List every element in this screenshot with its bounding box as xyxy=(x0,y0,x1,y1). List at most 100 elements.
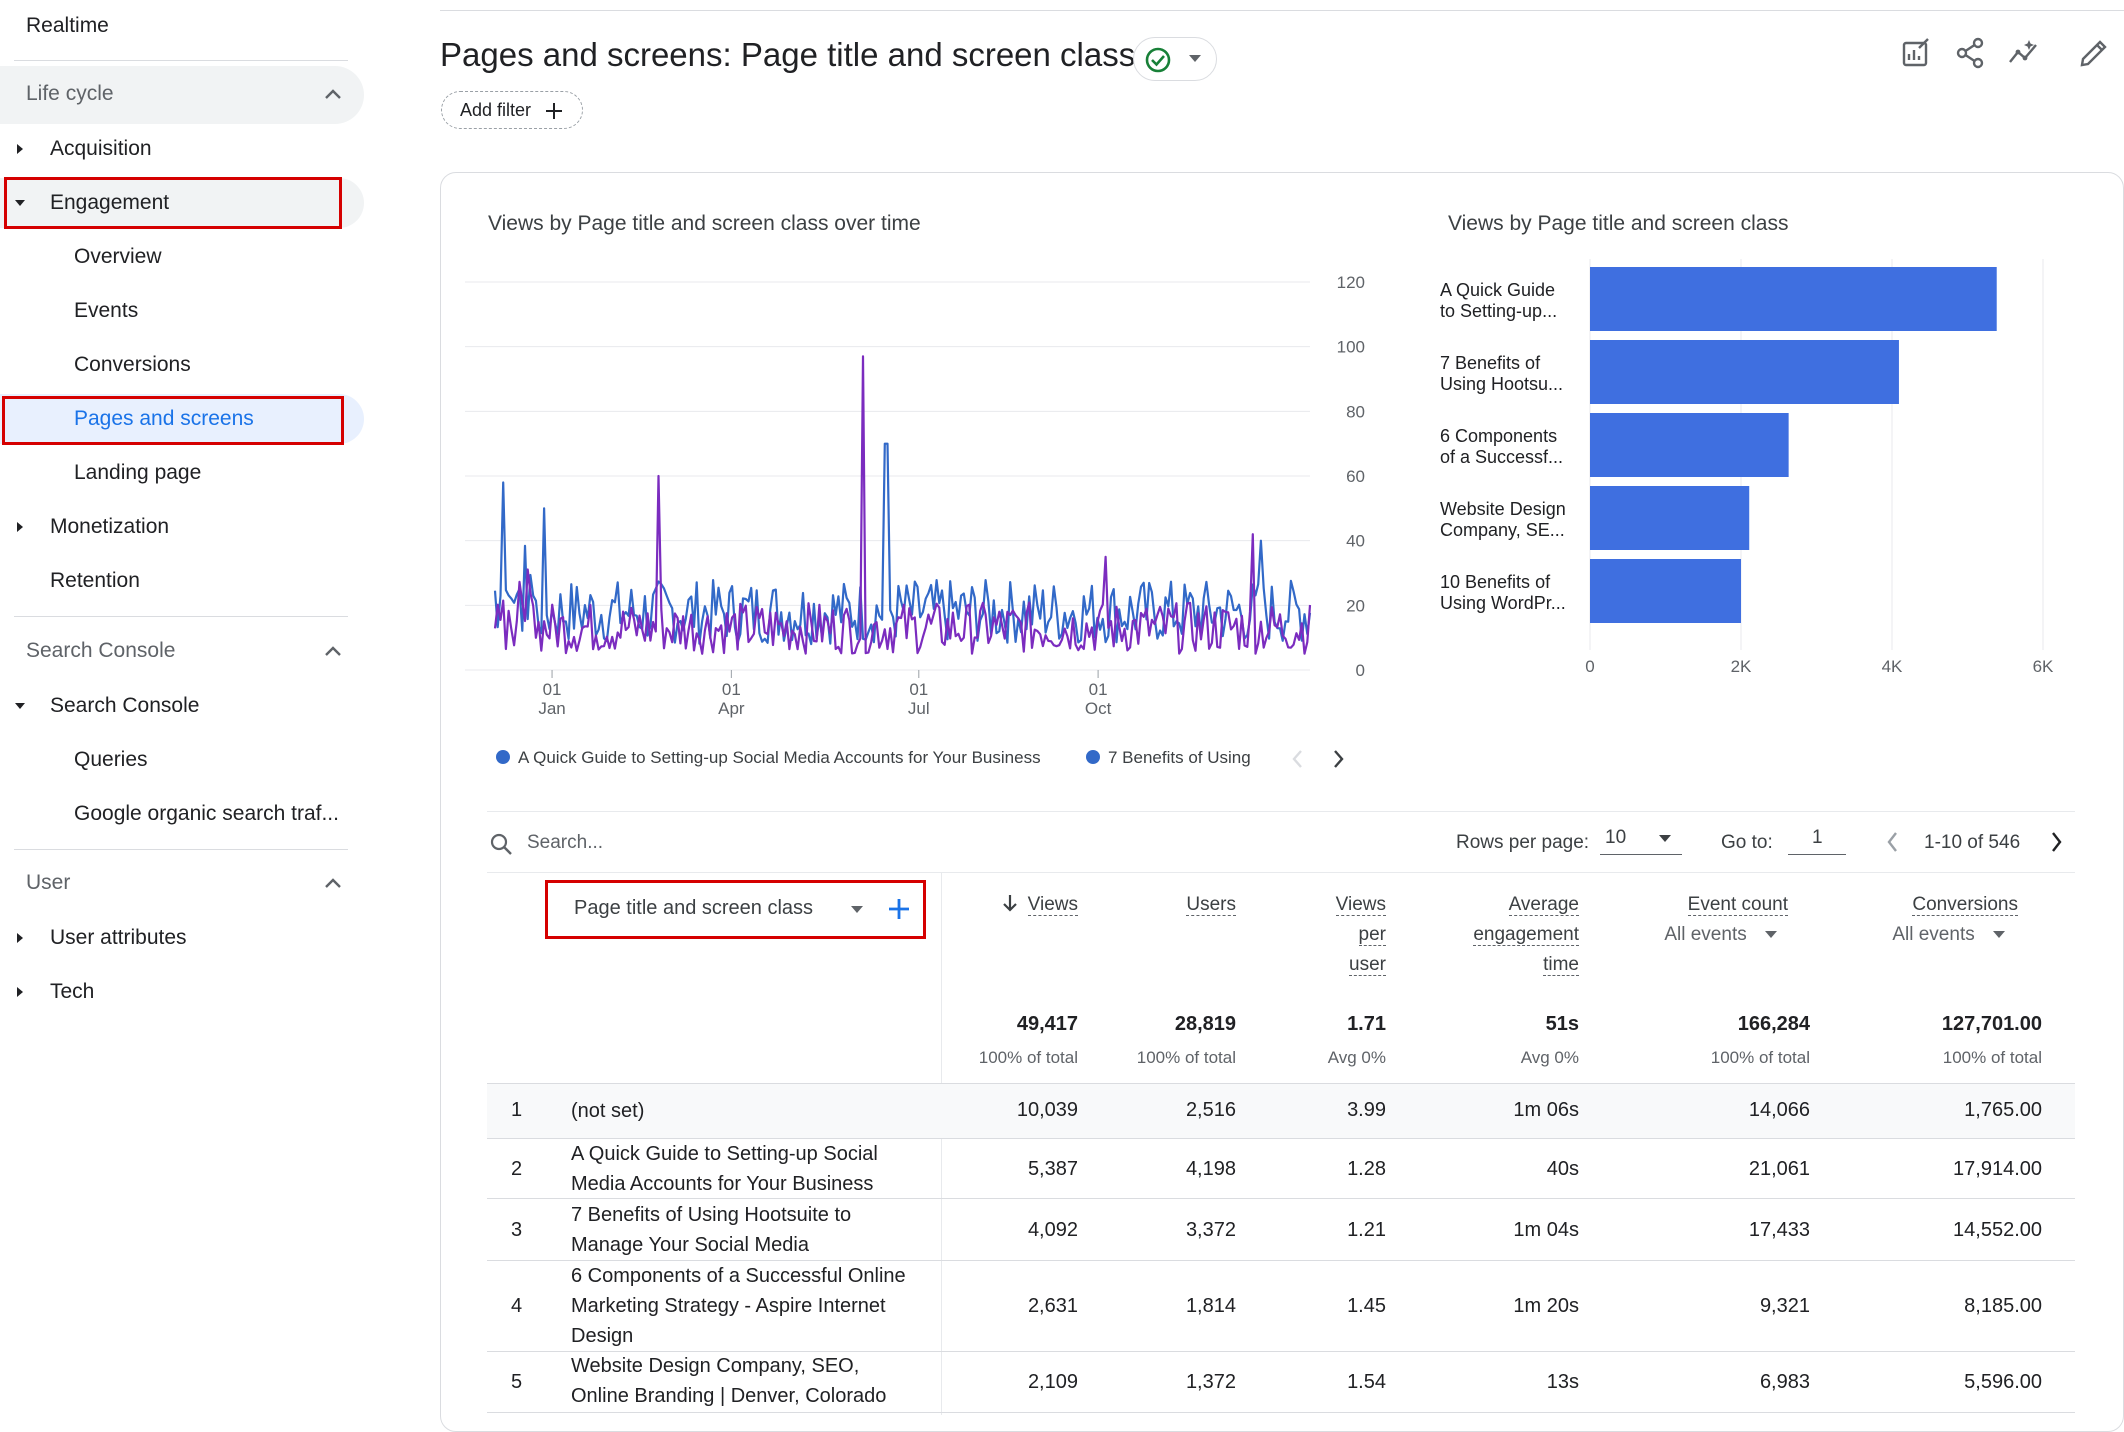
chevron-right-icon[interactable] xyxy=(1330,748,1346,770)
bar[interactable] xyxy=(1590,486,1750,550)
y-tick-label: 0 xyxy=(1356,661,1365,680)
rows-per-page-select[interactable]: 10 xyxy=(1600,824,1682,856)
sidebar-item-pages-and-screens[interactable]: Pages and screens xyxy=(0,394,364,444)
sidebar-item-google-organic[interactable]: Google organic search traf... xyxy=(0,789,364,839)
column-header-conversions[interactable]: Conversions All events xyxy=(1840,890,2018,950)
cell-views-per-user: 1.45 xyxy=(1347,1295,1386,1317)
table-search[interactable]: Search... xyxy=(487,828,987,860)
sidebar-item-events[interactable]: Events xyxy=(0,286,364,336)
line-series-2[interactable] xyxy=(493,355,1312,655)
sidebar-item-label: Landing page xyxy=(74,461,202,484)
caret-down-icon xyxy=(15,200,25,206)
bar-category-label: Website Design xyxy=(1440,499,1566,519)
y-tick-label: 120 xyxy=(1337,273,1365,292)
sidebar-item-queries[interactable]: Queries xyxy=(0,735,364,785)
section-search-console[interactable]: Search Console xyxy=(0,623,364,681)
sidebar-item-retention[interactable]: Retention xyxy=(0,556,364,606)
cell-event-count: 9,321 xyxy=(1759,1295,1810,1317)
status-dropdown[interactable] xyxy=(1133,37,1217,81)
section-label: Search Console xyxy=(26,639,176,662)
insights-icon[interactable] xyxy=(2007,36,2041,70)
sidebar-item-search-console[interactable]: Search Console xyxy=(0,681,364,731)
sidebar-item-engagement[interactable]: Engagement xyxy=(0,178,364,228)
x-tick-label: 01 xyxy=(1089,680,1108,699)
chevron-left-icon[interactable] xyxy=(1290,748,1306,770)
line-chart-title: Views by Page title and screen class ove… xyxy=(488,212,921,235)
chevron-up-icon xyxy=(325,878,341,888)
x-tick-label: 2K xyxy=(1731,657,1752,676)
sidebar-item-landing-page[interactable]: Landing page xyxy=(0,448,364,498)
rows-per-page-label: Rows per page: xyxy=(1456,832,1590,853)
prev-page-icon[interactable] xyxy=(1884,830,1902,854)
add-dimension-plus-icon[interactable] xyxy=(887,897,911,921)
column-header-views-per-user[interactable]: Views per user xyxy=(1260,890,1386,980)
legend-label: 7 Benefits of Using xyxy=(1108,748,1251,767)
sidebar-item-user-attributes[interactable]: User attributes xyxy=(0,913,364,963)
customize-report-icon[interactable] xyxy=(1899,36,1933,70)
event-filter-dropdown[interactable]: All events xyxy=(1620,920,1788,950)
caret-down-icon xyxy=(1765,931,1777,938)
bar[interactable] xyxy=(1590,413,1789,477)
sidebar-item-conversions[interactable]: Conversions xyxy=(0,340,364,390)
share-icon[interactable] xyxy=(1953,36,1987,70)
bar[interactable] xyxy=(1590,340,1899,404)
cell-event-count: 21,061 xyxy=(1748,1158,1810,1180)
add-filter-button[interactable]: Add filter xyxy=(441,91,583,129)
bar[interactable] xyxy=(1590,267,1997,331)
column-label: Average xyxy=(1508,894,1579,916)
y-tick-label: 60 xyxy=(1346,467,1365,486)
x-tick-label: 6K xyxy=(2033,657,2054,676)
row-title[interactable]: Website Design Company, SEO, Online Bran… xyxy=(571,1355,887,1407)
y-tick-label: 40 xyxy=(1346,532,1365,551)
cell-users: 4,198 xyxy=(1185,1158,1236,1180)
cell-engagement-time: 40s xyxy=(1546,1158,1579,1180)
sidebar-item-tech[interactable]: Tech xyxy=(0,967,364,1017)
section-life-cycle[interactable]: Life cycle xyxy=(0,66,364,124)
column-header-users[interactable]: Users xyxy=(1120,890,1236,920)
row-title[interactable]: 6 Components of a Successful Online Mark… xyxy=(571,1265,906,1347)
section-user[interactable]: User xyxy=(0,855,364,913)
bar-chart-title: Views by Page title and screen class xyxy=(1448,212,1789,235)
chevron-up-icon xyxy=(325,646,341,656)
dimension-label: Page title and screen class xyxy=(574,897,814,919)
divider xyxy=(14,849,348,850)
sidebar-item-monetization[interactable]: Monetization xyxy=(0,502,364,552)
sidebar-item-acquisition[interactable]: Acquisition xyxy=(0,124,364,174)
sidebar-item-realtime[interactable]: Realtime xyxy=(26,14,109,37)
goto-input[interactable]: 1 xyxy=(1788,824,1846,856)
cell-conversions: 8,185.00 xyxy=(1964,1295,2042,1317)
filter-label: All events xyxy=(1892,924,1975,945)
column-header-event-count[interactable]: Event count All events xyxy=(1620,890,1788,950)
cell-conversions: 17,914.00 xyxy=(1953,1158,2042,1180)
row-number: 5 xyxy=(511,1371,523,1393)
conversion-filter-dropdown[interactable]: All events xyxy=(1840,920,2018,950)
sidebar-item-overview[interactable]: Overview xyxy=(0,232,364,282)
row-divider xyxy=(487,1412,2075,1413)
row-title[interactable]: A Quick Guide to Setting-up Social Media… xyxy=(571,1143,878,1195)
column-header-avg-engagement-time[interactable]: Average engagement time xyxy=(1420,890,1579,980)
edit-pencil-icon[interactable] xyxy=(2077,36,2111,70)
legend-item-1[interactable]: A Quick Guide to Setting-up Social Media… xyxy=(496,748,1041,768)
row-title[interactable]: 7 Benefits of Using Hootsuite to Manage … xyxy=(571,1204,852,1256)
x-tick-label: 01 xyxy=(543,680,562,699)
divider xyxy=(487,872,2075,873)
check-circle-icon xyxy=(1145,47,1171,73)
caret-down-icon xyxy=(15,703,25,709)
dimension-selector[interactable]: Page title and screen class xyxy=(545,880,925,938)
next-page-icon[interactable] xyxy=(2048,830,2066,854)
pagination-range: 1-10 of 546 xyxy=(1924,832,2021,853)
column-header-views[interactable]: Views xyxy=(960,890,1078,920)
row-title[interactable]: (not set) xyxy=(571,1100,645,1122)
cell-views-per-user: 1.21 xyxy=(1347,1219,1386,1241)
total-views: 49,417 xyxy=(1016,1013,1078,1035)
column-label: Users xyxy=(1186,894,1236,916)
legend-item-2[interactable]: 7 Benefits of Using xyxy=(1086,748,1261,768)
column-label: Event count xyxy=(1687,894,1788,916)
column-label: per xyxy=(1358,924,1386,946)
select-underline xyxy=(1600,854,1682,855)
sidebar-item-label: Events xyxy=(74,299,139,322)
column-label: Conversions xyxy=(1912,894,2018,916)
bar[interactable] xyxy=(1590,559,1741,623)
